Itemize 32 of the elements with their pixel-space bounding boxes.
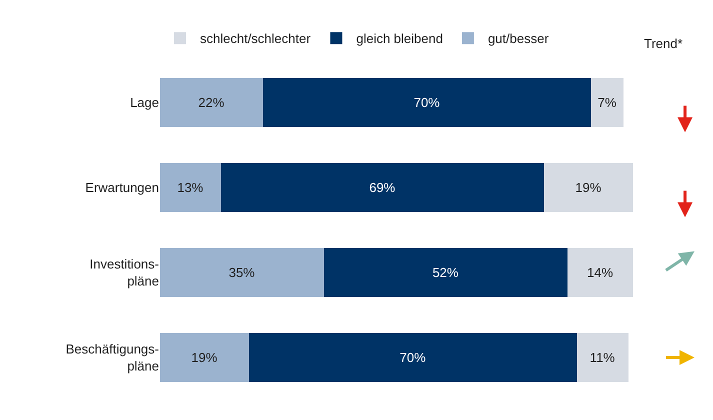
bar (160, 78, 264, 128)
data-label: 70% (400, 350, 426, 365)
legend-label: schlecht/schlechter (200, 31, 312, 46)
y-tick-label: Erwartungen (85, 180, 159, 196)
y-tick-label: Investitions- pläne (90, 256, 159, 288)
data-label: 35% (228, 265, 256, 280)
data-label: 70% (414, 95, 440, 110)
data-label: 52% (432, 265, 459, 280)
text: Trend* (644, 36, 683, 51)
bar (160, 248, 324, 298)
bar (160, 332, 249, 382)
data-label: 19% (575, 180, 602, 195)
bar (567, 248, 633, 298)
data-label: 7% (598, 95, 617, 110)
bar (248, 332, 577, 382)
bar (220, 162, 544, 212)
legend-label: gleich bleibend (356, 31, 443, 46)
y-tick-label: Lage (130, 95, 159, 110)
y-tick-label: Beschäftigungs- pläne (66, 342, 159, 374)
bar (160, 162, 221, 212)
data-label: 19% (191, 350, 218, 365)
data-label: 69% (369, 180, 396, 195)
bar (590, 78, 624, 128)
bar (263, 78, 591, 128)
data-label: 22% (198, 95, 225, 110)
data-label: 13% (177, 180, 204, 195)
bar (576, 332, 628, 382)
bar (324, 248, 568, 298)
data-label: 11% (590, 350, 616, 365)
bar (544, 162, 633, 212)
legend-label: gut/besser (488, 31, 550, 46)
data-label: 14% (586, 265, 614, 280)
